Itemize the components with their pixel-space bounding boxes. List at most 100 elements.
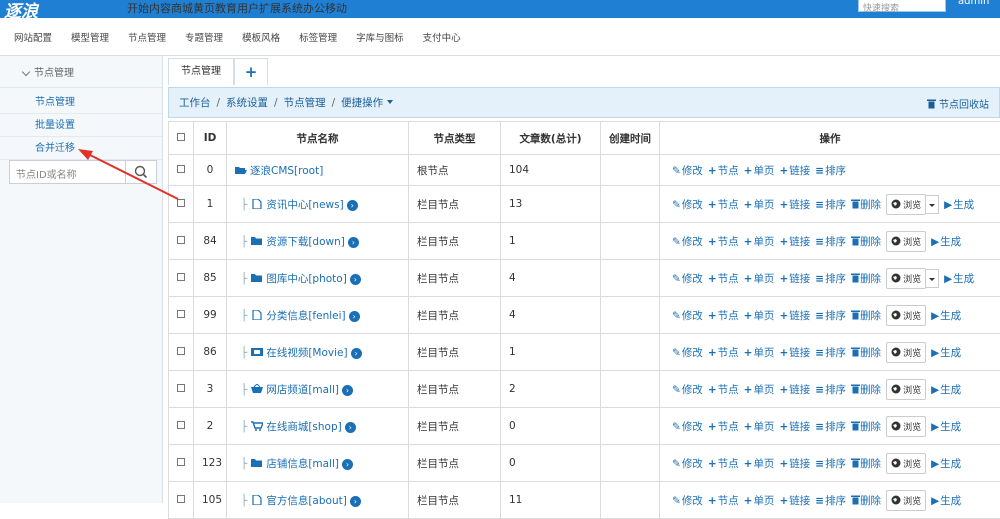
- delete-action[interactable]: 删除: [851, 419, 881, 434]
- sub-nav-item[interactable]: 标签管理: [299, 30, 337, 44]
- browse-button[interactable]: 浏览: [886, 453, 926, 474]
- action[interactable]: +链接: [779, 271, 810, 286]
- checkbox[interactable]: [177, 310, 185, 318]
- expand-icon[interactable]: ›: [348, 237, 359, 248]
- checkbox[interactable]: [177, 273, 185, 281]
- browse-button[interactable]: 浏览: [886, 342, 926, 363]
- node-name[interactable]: 在线商城[shop]: [266, 421, 341, 433]
- action[interactable]: ≡排序: [815, 493, 846, 508]
- action[interactable]: ✎修改: [672, 234, 703, 249]
- sub-nav-item[interactable]: 网站配置: [14, 30, 52, 44]
- action[interactable]: +节点: [708, 345, 739, 360]
- action[interactable]: ≡排序: [815, 382, 846, 397]
- generate-action[interactable]: ▶生成: [931, 456, 961, 471]
- node-name[interactable]: 逐浪CMS[root]: [250, 165, 323, 177]
- checkbox[interactable]: [177, 165, 185, 173]
- sub-nav-item[interactable]: 模型管理: [71, 30, 109, 44]
- browse-button[interactable]: 浏览: [886, 268, 926, 289]
- action[interactable]: +链接: [779, 419, 810, 434]
- action[interactable]: ✎修改: [672, 308, 703, 323]
- browse-button[interactable]: 浏览: [886, 231, 926, 252]
- node-name[interactable]: 网店频道[mall]: [266, 384, 339, 396]
- action[interactable]: ✎修改: [672, 163, 703, 178]
- delete-action[interactable]: 删除: [851, 493, 881, 508]
- expand-icon[interactable]: ›: [347, 200, 358, 211]
- checkbox[interactable]: [177, 347, 185, 355]
- crumb[interactable]: 系统设置: [211, 95, 269, 110]
- checkbox[interactable]: [177, 384, 185, 392]
- quick-search[interactable]: 快速搜索: [858, 0, 946, 12]
- delete-action[interactable]: 删除: [851, 308, 881, 323]
- user-name[interactable]: admin: [958, 0, 989, 7]
- checkbox[interactable]: [177, 133, 185, 141]
- action[interactable]: +单页: [744, 234, 775, 249]
- action[interactable]: ✎修改: [672, 419, 703, 434]
- checkbox[interactable]: [177, 236, 185, 244]
- delete-action[interactable]: 删除: [851, 345, 881, 360]
- sidebar-link[interactable]: 节点管理: [0, 91, 162, 114]
- node-name[interactable]: 图库中心[photo]: [266, 273, 346, 285]
- delete-action[interactable]: 删除: [851, 271, 881, 286]
- generate-action[interactable]: ▶生成: [931, 382, 961, 397]
- action[interactable]: ≡排序: [815, 234, 846, 249]
- action[interactable]: +节点: [708, 197, 739, 212]
- expand-icon[interactable]: ›: [350, 274, 361, 285]
- action[interactable]: ✎修改: [672, 456, 703, 471]
- sub-nav-item[interactable]: 模板风格: [242, 30, 280, 44]
- action[interactable]: +节点: [708, 493, 739, 508]
- checkbox[interactable]: [177, 199, 185, 207]
- add-tab[interactable]: +: [234, 58, 268, 85]
- delete-action[interactable]: 删除: [851, 456, 881, 471]
- action[interactable]: ✎修改: [672, 271, 703, 286]
- nav-item[interactable]: 黄页: [193, 0, 215, 18]
- action[interactable]: ≡排序: [815, 271, 846, 286]
- browse-dropdown[interactable]: [925, 195, 939, 214]
- browse-dropdown[interactable]: [925, 269, 939, 288]
- crumb[interactable]: 节点管理: [268, 95, 326, 110]
- delete-action[interactable]: 删除: [851, 234, 881, 249]
- sidebar-link[interactable]: 合并迁移: [0, 137, 162, 160]
- action[interactable]: +单页: [744, 163, 775, 178]
- generate-action[interactable]: ▶生成: [931, 345, 961, 360]
- browse-button[interactable]: 浏览: [886, 305, 926, 326]
- crumb[interactable]: 工作台: [179, 95, 211, 110]
- nav-item[interactable]: 用户: [237, 0, 259, 18]
- action[interactable]: +节点: [708, 271, 739, 286]
- action[interactable]: +链接: [779, 163, 810, 178]
- action[interactable]: +节点: [708, 308, 739, 323]
- nav-item[interactable]: 商城: [171, 0, 193, 18]
- generate-action[interactable]: ▶生成: [931, 419, 961, 434]
- browse-button[interactable]: 浏览: [886, 490, 926, 511]
- action[interactable]: ≡排序: [815, 163, 846, 178]
- expand-icon[interactable]: ›: [351, 348, 362, 359]
- sub-nav-item[interactable]: 支付中心: [423, 30, 461, 44]
- expand-icon[interactable]: ›: [350, 496, 361, 507]
- action[interactable]: ✎修改: [672, 197, 703, 212]
- quick-menu[interactable]: 便捷操作: [326, 95, 394, 110]
- node-name[interactable]: 在线视频[Movie]: [266, 347, 347, 359]
- nav-item[interactable]: 内容: [149, 0, 171, 18]
- sidebar-link[interactable]: 批量设置: [0, 114, 162, 137]
- expand-icon[interactable]: ›: [349, 311, 360, 322]
- action[interactable]: +节点: [708, 382, 739, 397]
- action[interactable]: +节点: [708, 456, 739, 471]
- nav-item[interactable]: 系统: [281, 0, 303, 18]
- action[interactable]: +单页: [744, 271, 775, 286]
- action[interactable]: +单页: [744, 419, 775, 434]
- nav-item[interactable]: 办公: [303, 0, 325, 18]
- generate-action[interactable]: ▶生成: [931, 234, 961, 249]
- checkbox[interactable]: [177, 421, 185, 429]
- sidebar-title[interactable]: 节点管理: [0, 60, 162, 88]
- action[interactable]: +节点: [708, 163, 739, 178]
- action[interactable]: +链接: [779, 197, 810, 212]
- nav-item[interactable]: 教育: [215, 0, 237, 18]
- checkbox[interactable]: [177, 458, 185, 466]
- action[interactable]: ✎修改: [672, 345, 703, 360]
- action[interactable]: +单页: [744, 493, 775, 508]
- action[interactable]: +链接: [779, 456, 810, 471]
- browse-button[interactable]: 浏览: [886, 194, 926, 215]
- action[interactable]: +节点: [708, 234, 739, 249]
- action[interactable]: +链接: [779, 493, 810, 508]
- node-name[interactable]: 店铺信息[mall]: [266, 458, 339, 470]
- sub-nav-item[interactable]: 专题管理: [185, 30, 223, 44]
